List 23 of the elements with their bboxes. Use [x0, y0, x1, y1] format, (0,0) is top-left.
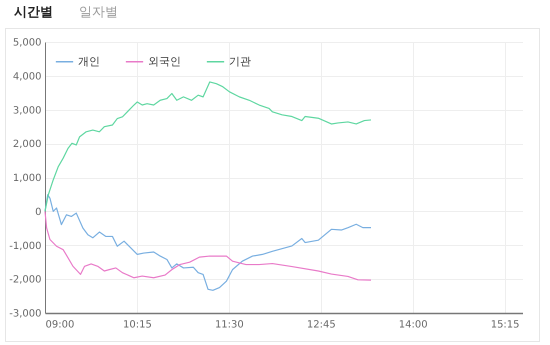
line-series — [44, 81, 372, 212]
x-tick-label: 14:00 — [398, 320, 428, 330]
y-tick-label: 4,000 — [12, 71, 42, 82]
legend-label: 기관 — [229, 54, 251, 68]
text: 시간별 — [14, 5, 53, 20]
line-series — [44, 194, 372, 291]
y-tick-label: -2,000 — [9, 274, 42, 286]
x-tick-label: 12:45 — [306, 320, 336, 330]
y-tick-label: 1,000 — [12, 173, 42, 184]
x-tick-label: 09:00 — [46, 320, 74, 330]
line-series — [44, 210, 372, 281]
y-tick-label: 0 — [35, 206, 42, 218]
legend-label: 외국인 — [148, 54, 181, 68]
x-tick-label: 15:15 — [490, 320, 520, 330]
y-tick-label: 5,000 — [12, 38, 42, 48]
y-tick-label: -3,000 — [9, 308, 42, 320]
y-tick-label: -1,000 — [9, 240, 42, 252]
y-tick-label: 3,000 — [12, 105, 42, 116]
text: 일자별 — [79, 5, 118, 20]
x-tick-label: 11:30 — [214, 320, 244, 330]
x-tick-label: 10:15 — [123, 320, 152, 330]
y-tick-label: 2,000 — [12, 139, 42, 150]
legend-label: 개인 — [78, 54, 100, 68]
